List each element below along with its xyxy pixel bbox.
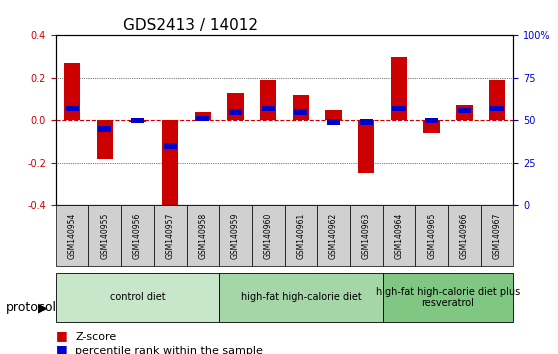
Text: high-fat high-calorie diet plus
resveratrol: high-fat high-calorie diet plus resverat… [376,286,520,308]
FancyBboxPatch shape [383,273,513,322]
Bar [97,120,113,159]
FancyBboxPatch shape [219,205,252,266]
Bar [358,120,374,173]
Text: GSM140964: GSM140964 [395,212,403,259]
FancyBboxPatch shape [56,205,89,266]
Bar [66,106,79,111]
Text: GSM140957: GSM140957 [166,212,175,259]
Bar [325,110,341,120]
Bar [262,106,275,111]
Text: GSM140961: GSM140961 [296,212,305,258]
Bar [489,80,505,120]
FancyBboxPatch shape [318,205,350,266]
Bar [391,57,407,120]
Text: GSM140960: GSM140960 [264,212,273,259]
Text: GDS2413 / 14012: GDS2413 / 14012 [123,18,258,33]
FancyBboxPatch shape [89,205,121,266]
FancyBboxPatch shape [480,205,513,266]
Bar [425,118,438,123]
Text: GSM140954: GSM140954 [68,212,76,259]
Bar [490,106,503,111]
Text: GSM140963: GSM140963 [362,212,371,259]
FancyBboxPatch shape [186,205,219,266]
Bar [360,119,373,125]
Bar [458,108,471,113]
Bar [424,120,440,133]
Text: GSM140958: GSM140958 [199,212,208,258]
Bar [293,95,309,120]
Text: GSM140955: GSM140955 [100,212,109,259]
Bar [295,109,307,115]
FancyBboxPatch shape [252,205,285,266]
Bar [260,80,276,120]
Bar [98,126,112,132]
FancyBboxPatch shape [121,205,154,266]
Text: GSM140956: GSM140956 [133,212,142,259]
Text: Z-score: Z-score [75,332,117,342]
Bar [162,120,179,210]
FancyBboxPatch shape [219,273,383,322]
FancyBboxPatch shape [285,205,318,266]
Bar [229,109,242,115]
Bar [228,93,244,120]
Text: ■: ■ [56,329,68,342]
Bar [456,105,473,120]
Bar [64,63,80,120]
Text: GSM140959: GSM140959 [231,212,240,259]
Bar [392,106,406,111]
FancyBboxPatch shape [415,205,448,266]
FancyBboxPatch shape [350,205,383,266]
Text: percentile rank within the sample: percentile rank within the sample [75,346,263,354]
Text: high-fat high-calorie diet: high-fat high-calorie diet [240,292,361,302]
Bar [163,143,177,149]
Text: control diet: control diet [110,292,165,302]
Text: ■: ■ [56,343,68,354]
FancyBboxPatch shape [154,205,186,266]
Text: protocol: protocol [6,302,56,314]
Text: GSM140965: GSM140965 [427,212,436,259]
Bar [129,120,146,122]
Bar [195,112,211,120]
Bar [131,118,144,123]
Text: GSM140967: GSM140967 [493,212,502,259]
Text: GSM140962: GSM140962 [329,212,338,258]
FancyBboxPatch shape [383,205,415,266]
FancyBboxPatch shape [448,205,480,266]
Text: ▶: ▶ [38,302,47,314]
FancyBboxPatch shape [56,273,219,322]
Bar [327,119,340,125]
Text: GSM140966: GSM140966 [460,212,469,259]
Bar [196,116,209,121]
